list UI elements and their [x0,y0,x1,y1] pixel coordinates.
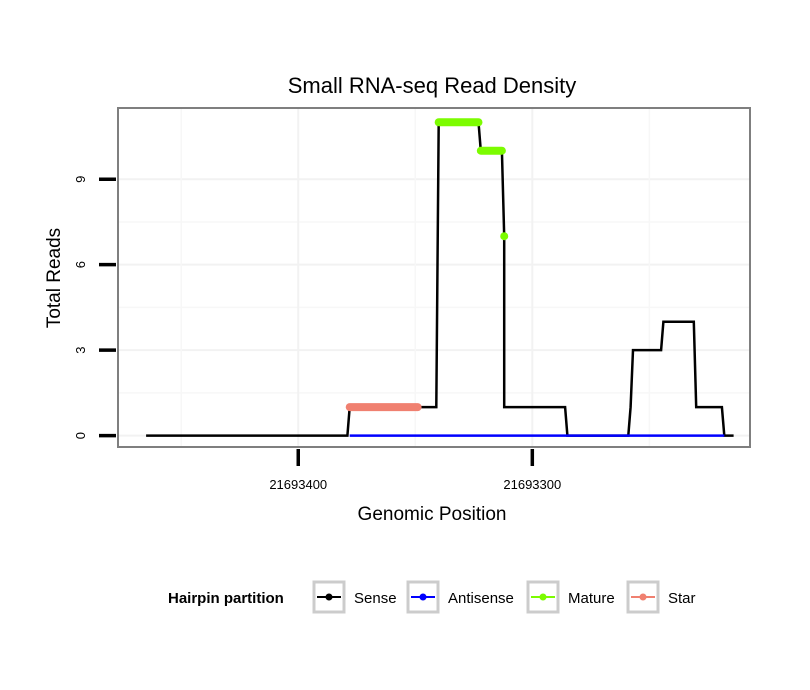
grid [118,108,750,447]
panel-border [117,107,751,448]
y-tick-label: 0 [73,432,88,439]
legend-entry-mature: Mature [526,580,615,614]
plot-panel [117,107,751,448]
legend-label-sense: Sense [354,590,397,607]
legend-label-mature: Mature [568,590,615,607]
panel-background [118,108,750,447]
y-tick-label: 6 [73,261,88,268]
legend-dot-mature [539,593,547,601]
legend-title: Hairpin partition [168,590,284,607]
y-tick-label: 9 [73,176,88,183]
y-axis: 0 3 6 9 [73,176,116,439]
legend-entry-star: Star [626,580,696,614]
y-axis-label: Total Reads [44,228,65,328]
legend-dot-antisense [419,593,427,601]
x-tick-label: 21693300 [503,477,561,492]
x-axis-label: Genomic Position [358,504,507,525]
series-layer [146,118,734,437]
legend-label-antisense: Antisense [448,590,514,607]
series-sense-line [146,120,734,437]
y-tick-label: 3 [73,347,88,354]
legend-entry-sense: Sense [312,580,397,614]
legend-dot-star [639,593,647,601]
legend-dot-sense [325,593,333,601]
legend: Hairpin partition Sense Antisense Mature… [168,580,696,614]
legend-entry-antisense: Antisense [406,580,514,614]
chart-title: Small RNA-seq Read Density [288,73,577,98]
legend-label-star: Star [668,590,696,607]
x-axis: 21693400 21693300 [269,449,561,492]
x-tick-label: 21693400 [269,477,327,492]
